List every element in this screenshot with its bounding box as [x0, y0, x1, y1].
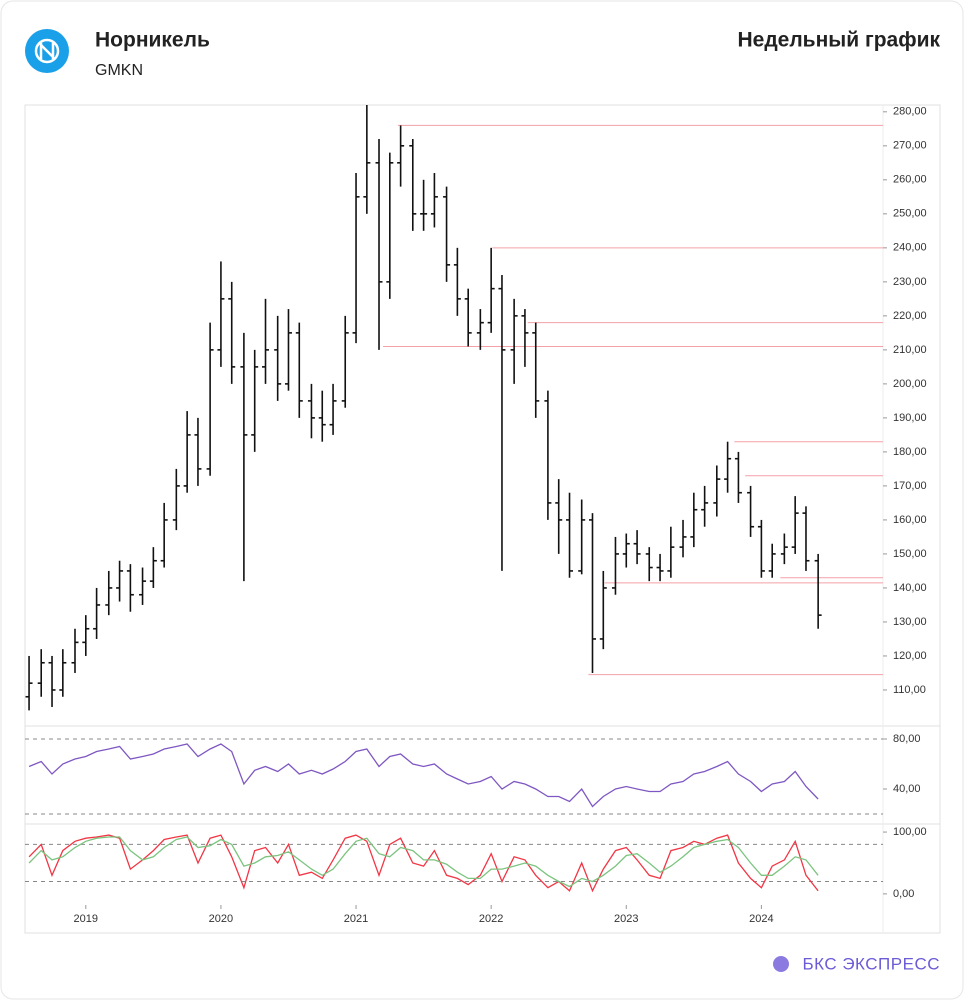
- y-tick-label: 280,00: [893, 106, 927, 118]
- y-tick-label: 0,00: [893, 888, 914, 900]
- company-name: Норникель: [95, 29, 210, 52]
- x-tick-label: 2020: [209, 913, 233, 925]
- y-tick-label: 110,00: [893, 684, 926, 696]
- indicator-line: [28, 834, 819, 893]
- y-tick-label: 100,00: [893, 826, 927, 838]
- y-tick-label: 40,00: [893, 783, 921, 795]
- y-tick-label: 240,00: [893, 242, 927, 254]
- y-tick-label: 250,00: [893, 208, 927, 220]
- ticker: GMKN: [95, 62, 143, 79]
- y-tick-label: 160,00: [893, 514, 927, 526]
- x-tick-label: 2024: [749, 913, 773, 925]
- y-tick-label: 150,00: [893, 548, 927, 560]
- y-tick-label: 190,00: [893, 412, 927, 424]
- y-tick-label: 80,00: [893, 733, 921, 745]
- y-tick-label: 170,00: [893, 480, 927, 492]
- brand: БКС ЭКСПРЕСС: [802, 954, 940, 973]
- y-tick-label: 120,00: [893, 650, 927, 662]
- y-tick-label: 220,00: [893, 310, 927, 322]
- y-tick-label: 180,00: [893, 446, 927, 458]
- indicator-line: [28, 743, 819, 808]
- period: Недельный график: [737, 29, 940, 52]
- y-tick-label: 210,00: [893, 344, 927, 356]
- y-tick-label: 130,00: [893, 616, 927, 628]
- y-tick-label: 270,00: [893, 140, 927, 152]
- x-tick-label: 2021: [344, 913, 368, 925]
- y-tick-label: 260,00: [893, 174, 927, 186]
- indicator-line: [28, 836, 819, 888]
- y-tick-label: 230,00: [893, 276, 927, 288]
- x-tick-label: 2023: [614, 913, 638, 925]
- y-tick-label: 140,00: [893, 582, 927, 594]
- logo-glyph: [34, 38, 60, 64]
- x-tick-label: 2022: [479, 913, 503, 925]
- chart-frame: [24, 104, 941, 934]
- y-tick-label: 200,00: [893, 378, 927, 390]
- brand-logo: [773, 956, 789, 972]
- x-tick-label: 2019: [74, 913, 98, 925]
